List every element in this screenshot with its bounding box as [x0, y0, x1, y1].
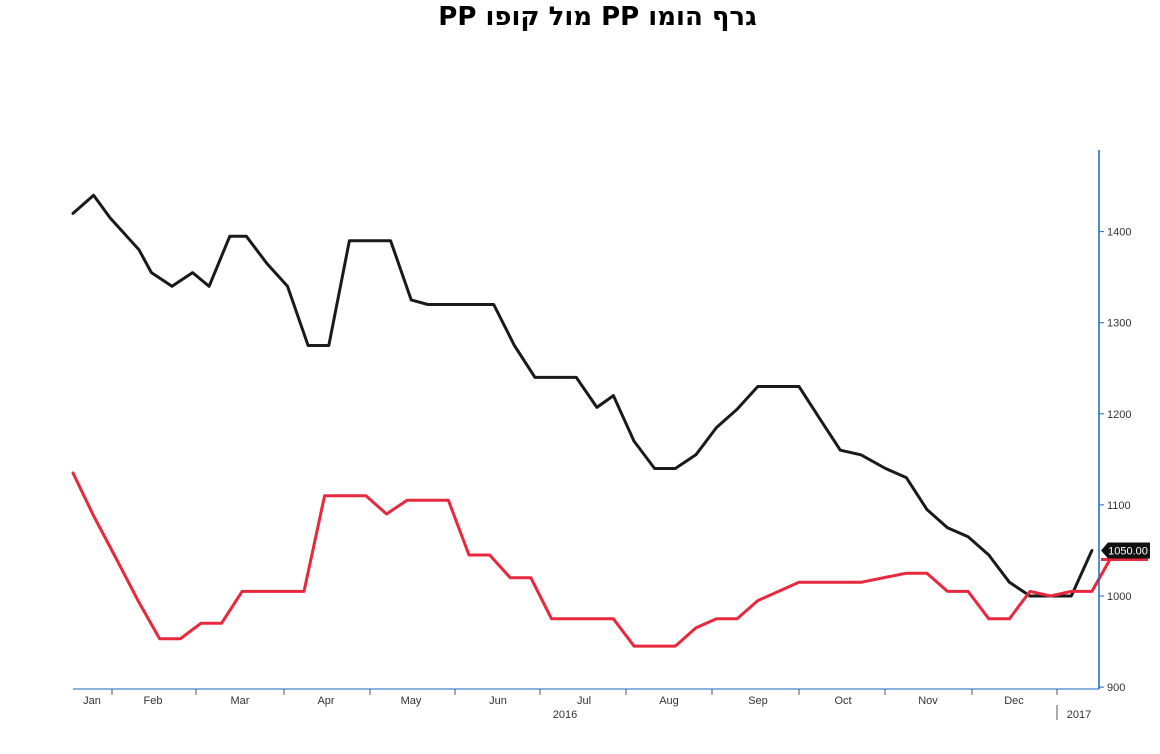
last-value-tag	[1101, 542, 1150, 559]
y-tick-label: 1000	[1107, 591, 1131, 603]
y-tick-label: 1400	[1107, 227, 1131, 239]
last-value-marker: 1050.00	[1101, 542, 1150, 559]
y-tick-label: 1300	[1107, 318, 1131, 330]
x-tick-label: Oct	[834, 695, 851, 707]
y-tick-label: 1200	[1107, 409, 1131, 421]
x-tick-label: Nov	[918, 695, 938, 707]
x-tick-label: Mar	[231, 695, 250, 707]
year-label-2017: 2017	[1067, 709, 1091, 721]
x-tick-label: Jun	[489, 695, 507, 707]
y-tick-label: 1100	[1107, 500, 1131, 512]
x-tick-label: Jan	[83, 695, 101, 707]
series-layer	[71, 193, 1148, 648]
x-tick-label: Dec	[1004, 695, 1024, 707]
year-label-2016: 2016	[553, 709, 577, 721]
series-line-black	[71, 193, 1094, 598]
x-tick-label: May	[401, 695, 422, 707]
x-tick-label: Apr	[317, 695, 334, 707]
last-value-label: 1050.00	[1108, 545, 1148, 557]
x-tick-label: Aug	[659, 695, 679, 707]
y-axis-ticks: 900 1000 1100 1200 1300 1400	[1099, 227, 1131, 694]
x-tick-label: Feb	[144, 695, 163, 707]
x-axis-ticks: Jan Feb Mar Apr May Jun Jul Aug Sep Oct Nov Dec 2016…	[83, 689, 1091, 721]
x-tick-label: Sep	[748, 695, 768, 707]
chart-title: גרף הומו PP מול קופו PP	[438, 2, 757, 32]
x-tick-label: Jul	[577, 695, 591, 707]
y-tick-label: 900	[1107, 682, 1125, 694]
series-line-red	[71, 471, 1114, 648]
